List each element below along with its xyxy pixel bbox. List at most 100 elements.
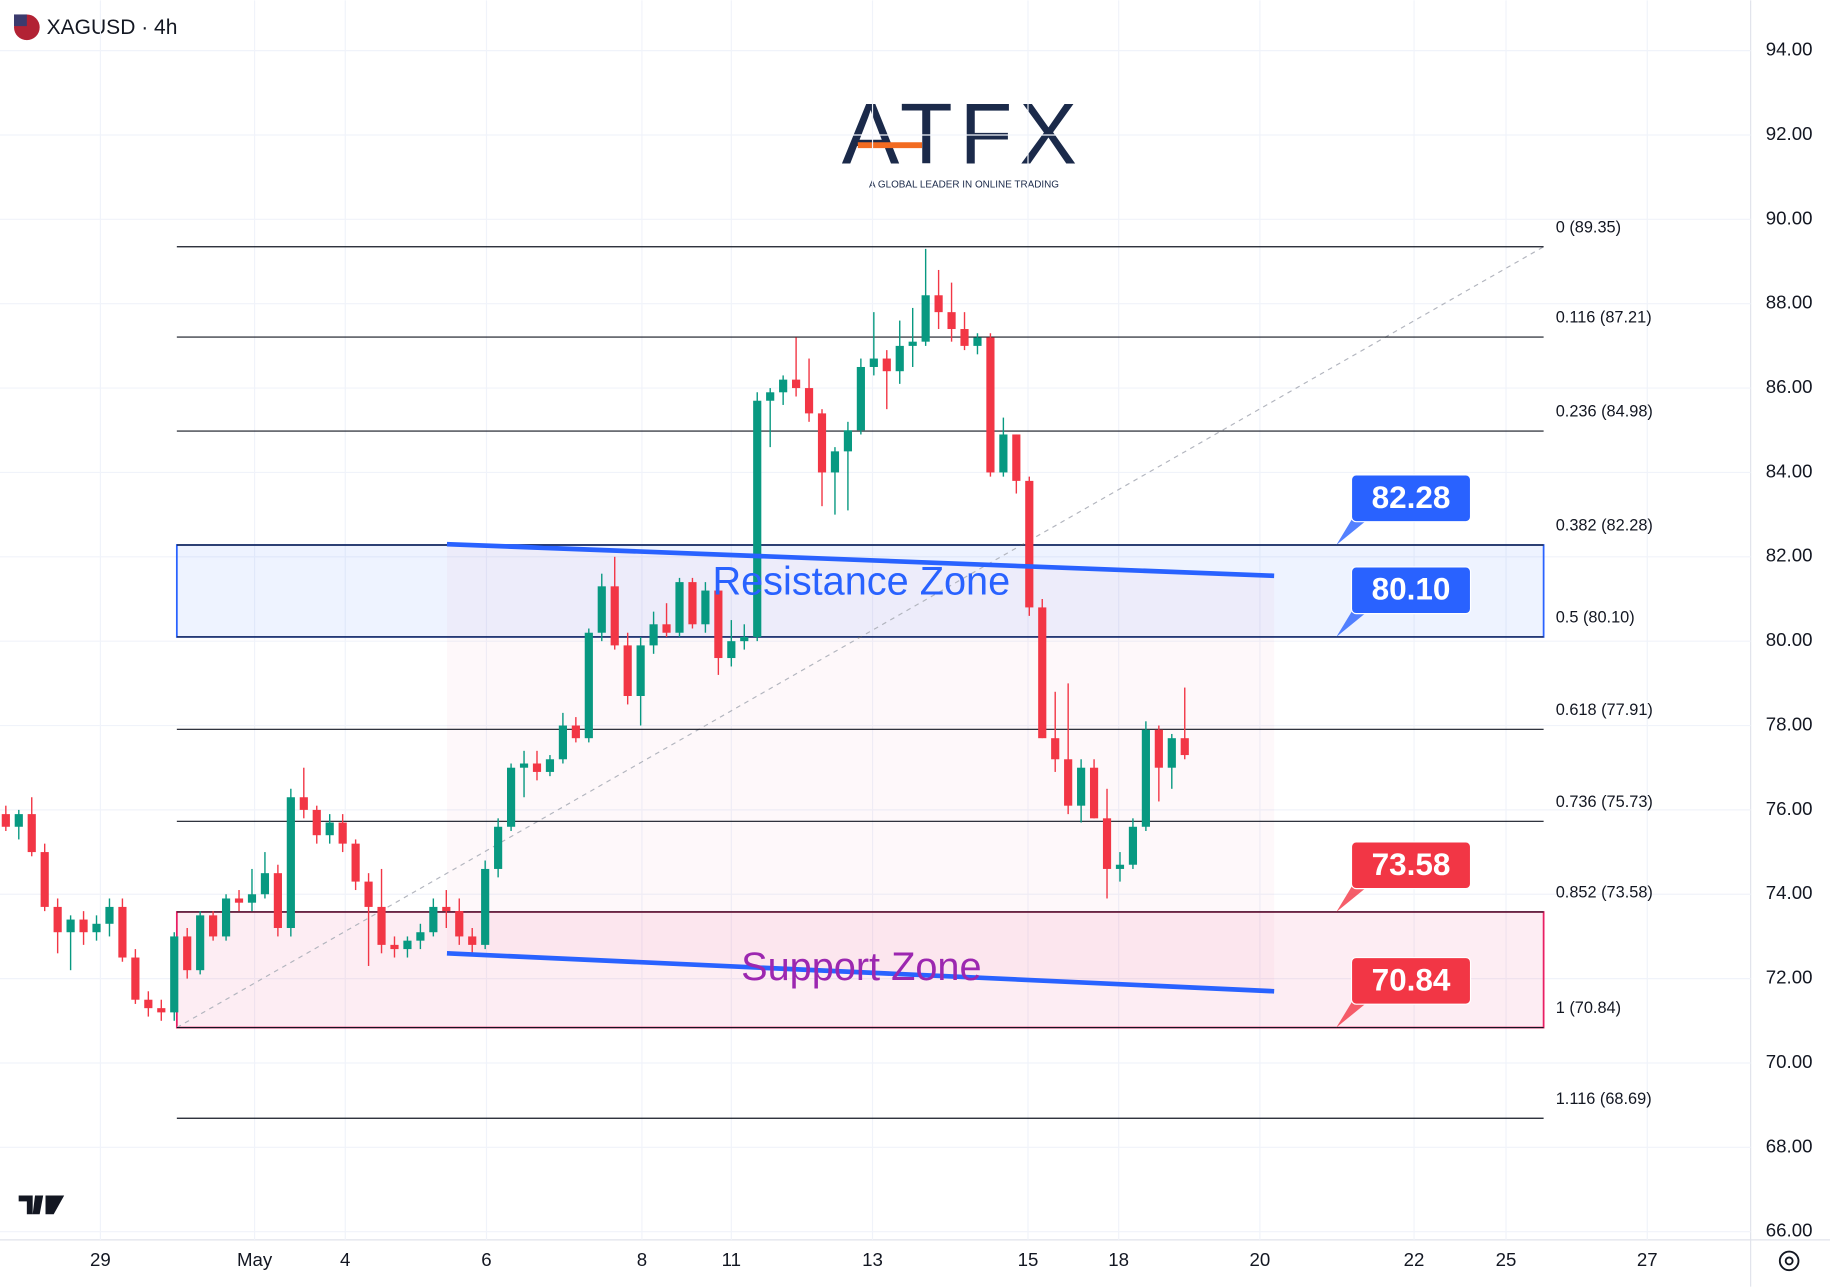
candle-body bbox=[118, 906, 127, 958]
candle-body bbox=[830, 451, 840, 473]
y-tick-label: 92.00 bbox=[1766, 123, 1813, 144]
candle-body bbox=[792, 379, 801, 389]
y-tick-label: 82.00 bbox=[1766, 545, 1813, 566]
candle-body bbox=[662, 624, 671, 633]
candle-body bbox=[105, 906, 114, 924]
logo-tagline: A GLOBAL LEADER IN ONLINE TRADING bbox=[869, 179, 1059, 190]
price-tag bbox=[1350, 474, 1472, 523]
candle-body bbox=[597, 586, 606, 633]
fib-label: 0.5 (80.10) bbox=[1556, 609, 1635, 627]
candle-body bbox=[14, 814, 23, 827]
y-tick-label: 80.00 bbox=[1766, 629, 1813, 650]
candle-body bbox=[442, 906, 451, 912]
y-tick-label: 88.00 bbox=[1766, 292, 1813, 313]
candle-body bbox=[1038, 607, 1047, 739]
candle-body bbox=[157, 1008, 166, 1013]
plot-area: 66.00 68.00 70.00 72.00 74.00 76.00 78.00 80.00… bbox=[0, 0, 1813, 1270]
candle-body bbox=[947, 312, 956, 330]
candle-body bbox=[999, 434, 1008, 473]
channel-shade bbox=[447, 544, 1274, 991]
fib-label: 0.116 (87.21) bbox=[1556, 309, 1652, 327]
price-tag-label: 82.28 bbox=[1372, 479, 1451, 515]
candle-body bbox=[584, 632, 593, 739]
fib-label: 1.116 (68.69) bbox=[1556, 1090, 1652, 1108]
candle-body bbox=[364, 881, 373, 907]
price-tag-label: 73.58 bbox=[1372, 846, 1451, 882]
price-tag bbox=[1350, 841, 1472, 890]
candle-body bbox=[377, 906, 386, 945]
candle-body bbox=[455, 911, 464, 937]
candle-body bbox=[27, 814, 36, 853]
candle-body bbox=[1180, 738, 1189, 756]
candle-body bbox=[1012, 434, 1021, 481]
candle-body bbox=[895, 345, 904, 372]
x-tick-label: 25 bbox=[1496, 1249, 1517, 1270]
y-tick-label: 76.00 bbox=[1766, 798, 1813, 819]
x-tick-label: 22 bbox=[1404, 1249, 1425, 1270]
candle-body bbox=[325, 822, 334, 836]
candle-body bbox=[351, 843, 360, 882]
candle-body bbox=[234, 898, 244, 903]
candle-body bbox=[221, 898, 231, 937]
candle-body bbox=[766, 392, 775, 401]
candle-body bbox=[390, 944, 399, 950]
candle-body bbox=[817, 413, 827, 473]
x-tick-label: 8 bbox=[637, 1249, 647, 1270]
candle-body bbox=[545, 759, 555, 772]
candle-body bbox=[882, 358, 891, 372]
y-tick-label: 86.00 bbox=[1766, 376, 1813, 397]
candle-body bbox=[260, 873, 270, 895]
fib-label: 1 (70.84) bbox=[1556, 999, 1621, 1017]
price-tag-label: 80.10 bbox=[1372, 571, 1451, 607]
candle-body bbox=[804, 388, 814, 414]
candle-body bbox=[1128, 826, 1138, 865]
zone-label: Support Zone bbox=[741, 945, 981, 989]
candle-body bbox=[921, 295, 930, 342]
candle-body bbox=[934, 295, 943, 313]
candle-body bbox=[403, 940, 412, 950]
y-tick-label: 84.00 bbox=[1766, 460, 1813, 481]
x-tick-label: 27 bbox=[1637, 1249, 1658, 1270]
candle-body bbox=[843, 430, 853, 452]
candle-body bbox=[429, 906, 438, 933]
fib-label: 0.618 (77.91) bbox=[1556, 701, 1653, 719]
fib-label: 0.236 (84.98) bbox=[1556, 403, 1653, 421]
trend-line bbox=[446, 541, 1275, 579]
price-tag bbox=[1350, 956, 1472, 1005]
candle-body bbox=[636, 645, 645, 697]
y-tick-label: 70.00 bbox=[1766, 1051, 1813, 1072]
symbol-title: XAGUSD · 4h bbox=[47, 16, 178, 39]
price-tag-label: 70.84 bbox=[1372, 961, 1451, 997]
y-tick-label: 68.00 bbox=[1766, 1135, 1813, 1156]
y-tick-label: 90.00 bbox=[1766, 207, 1813, 228]
candle-body bbox=[753, 400, 762, 637]
candle-body bbox=[144, 999, 153, 1009]
settings-icon[interactable] bbox=[1778, 1250, 1800, 1272]
candle-body bbox=[623, 645, 632, 697]
symbol-flag bbox=[14, 14, 40, 41]
x-tick-label: 20 bbox=[1250, 1249, 1271, 1270]
zone-label: Resistance Zone bbox=[712, 559, 1010, 603]
candle-body bbox=[338, 822, 347, 844]
x-tick-label: 29 bbox=[90, 1249, 111, 1270]
candle-body bbox=[1167, 738, 1176, 768]
settings-hub[interactable] bbox=[1784, 1256, 1794, 1266]
candle-body bbox=[170, 936, 179, 1013]
candle-body bbox=[1, 814, 10, 827]
candle-body bbox=[1115, 864, 1125, 869]
fib-label: 0.382 (82.28) bbox=[1556, 517, 1653, 535]
candle-body bbox=[1154, 729, 1163, 768]
y-tick-label: 94.00 bbox=[1766, 39, 1813, 60]
y-tick-label: 78.00 bbox=[1766, 713, 1813, 734]
settings-gear[interactable] bbox=[1778, 1250, 1800, 1272]
candle-body bbox=[468, 936, 477, 945]
candle-body bbox=[273, 873, 282, 929]
x-tick-label: 4 bbox=[340, 1249, 350, 1270]
candle-body bbox=[494, 826, 503, 869]
candle-body bbox=[312, 809, 321, 836]
candle-body bbox=[856, 366, 865, 431]
y-tick-label: 72.00 bbox=[1766, 967, 1813, 988]
candle-body bbox=[506, 767, 516, 827]
logo: ATFX bbox=[842, 86, 1084, 182]
